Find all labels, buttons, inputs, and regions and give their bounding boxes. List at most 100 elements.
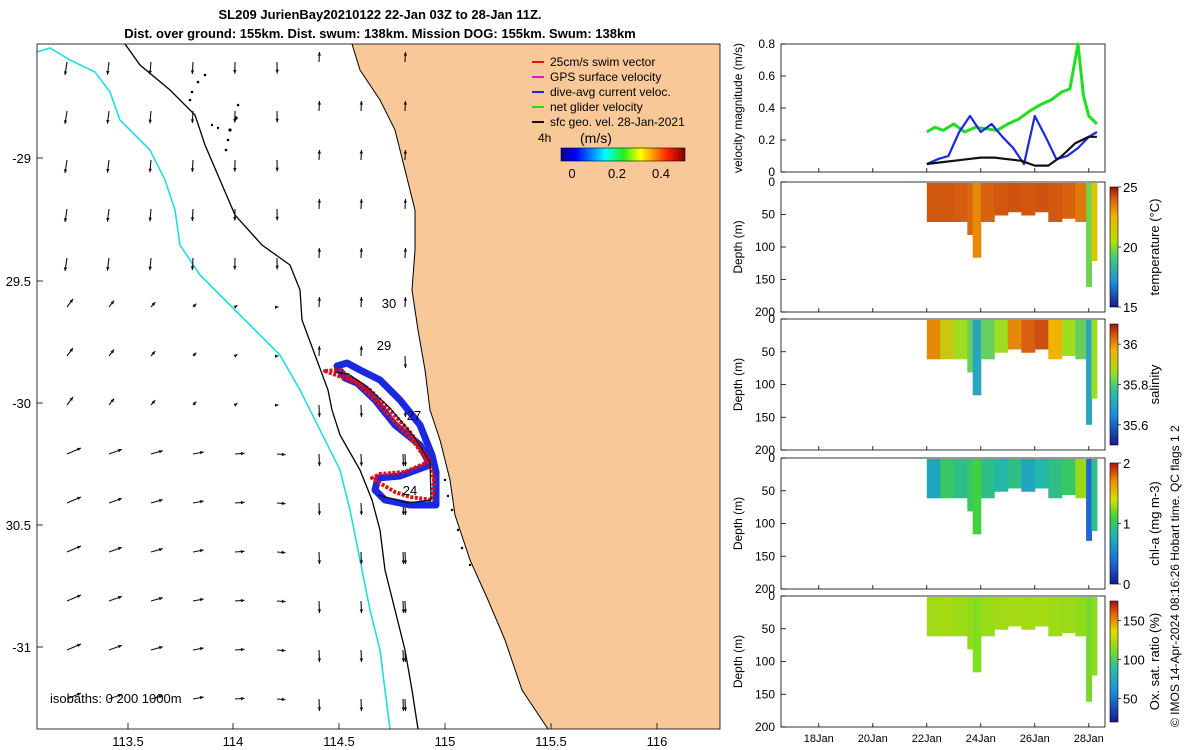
chart-title-line2: Dist. over ground: 155km. Dist. swum: 13…	[124, 26, 636, 41]
profile-cell	[1007, 459, 1022, 489]
current-arrow-head	[69, 348, 73, 352]
current-arrow-head	[359, 199, 364, 203]
depth-tick-label: 100	[755, 517, 775, 531]
profile-cell	[1021, 597, 1036, 630]
current-arrow-head	[199, 695, 204, 700]
profile-cell	[994, 597, 1009, 630]
current-arrow-head	[317, 609, 322, 613]
isobath-label: isobaths: 0 200 1000m	[50, 691, 182, 706]
current-arrow-head	[199, 597, 204, 602]
current-arrow-head	[403, 707, 408, 711]
velocity-series-line	[926, 114, 1098, 166]
current-arrow-head	[233, 354, 238, 358]
profile-cell	[1021, 459, 1036, 492]
depth-tick-label: 150	[755, 687, 775, 701]
lon-tick-label: 115.5	[535, 734, 567, 749]
isobath-200m	[124, 44, 419, 729]
current-arrow-head	[69, 397, 73, 401]
current-arrow-head	[158, 547, 163, 552]
profile-panel: 0 50 100 150 200 Depth (m) 36 35.8 35.6 salinity	[731, 312, 1162, 457]
current-arrow-head	[190, 217, 195, 221]
depth-tick-label: 0	[768, 312, 775, 326]
current-arrow-head	[403, 297, 408, 301]
colorbar-label: chl-a (mg m-3)	[1147, 481, 1162, 566]
speed-colorbar-tick: 0.2	[608, 166, 626, 181]
profile-cell	[980, 459, 995, 499]
depth-tick-label: 150	[755, 273, 775, 287]
colorbar-tick-label: 36	[1123, 337, 1137, 352]
current-arrow-head	[317, 297, 322, 301]
current-arrow-head	[106, 266, 110, 271]
legend-entry-label: 25cm/s swim vector	[550, 55, 655, 69]
time-tick-label: 24Jan	[966, 733, 996, 745]
current-arrow-head	[281, 501, 286, 506]
current-arrow-head	[317, 248, 322, 252]
current-arrow-head	[117, 497, 122, 502]
legend-entry-label: sfc geo. vel. 28-Jan-2021	[550, 115, 685, 129]
lat-tick-label: -29	[12, 151, 31, 166]
profile-cell	[994, 459, 1009, 492]
profile-cell	[953, 320, 968, 360]
current-arrow-head	[190, 70, 195, 74]
current-arrow-head	[403, 413, 408, 417]
velocity-y-tick-label: 0.8	[758, 37, 775, 51]
current-arrow-head	[192, 352, 197, 357]
current-arrow-head	[281, 599, 286, 604]
depth-tick-label: 50	[762, 484, 776, 498]
isobath-1000m	[37, 47, 391, 729]
profile-cell	[953, 183, 968, 222]
current-arrow-head	[275, 216, 279, 221]
profile-cell	[967, 459, 974, 512]
current-arrow-head	[274, 305, 279, 310]
profile-cell	[980, 597, 995, 637]
profile-cell	[1061, 459, 1076, 496]
depth-tick-label: 200	[755, 443, 775, 457]
current-arrow-head	[275, 69, 279, 74]
colorbar-tick-label: 35.6	[1123, 418, 1148, 433]
colorbar-tick-label: 100	[1123, 653, 1145, 668]
time-tick-label: 22Jan	[912, 733, 942, 745]
depth-tick-label: 200	[755, 720, 775, 734]
depth-axis-label: Depth (m)	[731, 220, 745, 273]
current-arrow-head	[240, 598, 245, 603]
colorbar-tick-label: 50	[1123, 692, 1137, 707]
colorbar-label: Ox. sat. ratio (%)	[1147, 613, 1162, 711]
current-arrow-head	[317, 658, 322, 662]
current-arrow-head	[275, 265, 279, 270]
current-arrow-head	[240, 500, 245, 505]
profile-cell	[940, 320, 955, 360]
depth-tick-label: 0	[768, 451, 775, 465]
profile-cell	[1086, 597, 1092, 702]
velocity-y-tick-label: 0.6	[758, 69, 775, 83]
profile-panel: 0 50 100 150 200 Depth (m) 150 100 50 Ox. sat. ra…	[731, 589, 1162, 734]
isobath-0m	[351, 44, 549, 729]
surface-current-arrows	[63, 51, 408, 712]
lon-tick-label: 114	[223, 734, 244, 749]
current-arrow-head	[110, 398, 115, 403]
colorbar-tick-label: 0	[1123, 577, 1130, 592]
current-arrow-head	[317, 199, 322, 203]
profile-cell	[1048, 183, 1063, 222]
current-arrow-head	[148, 168, 152, 173]
profile-cell	[980, 183, 995, 222]
colorbar-tick-label: 150	[1123, 614, 1145, 629]
current-arrow-head	[359, 101, 364, 105]
profile-cell	[1061, 597, 1076, 634]
profile-cell	[1034, 183, 1049, 213]
lat-tick-label: -30	[12, 396, 31, 411]
profile-cell	[972, 597, 982, 673]
current-arrow-head	[359, 150, 364, 154]
track-day-label: 29	[377, 338, 391, 353]
time-axis: 18Jan 20Jan 22Jan 24Jan 26Jan 28Jan	[804, 168, 1104, 745]
lon-tick-label: 115	[435, 734, 456, 749]
current-arrow-head	[148, 119, 152, 124]
profile-cell	[972, 320, 982, 396]
current-arrow-head	[233, 266, 237, 270]
current-arrow-head	[110, 300, 115, 305]
depth-tick-label: 50	[762, 208, 776, 222]
depth-tick-label: 200	[755, 305, 775, 319]
track-day-label: 24	[403, 483, 417, 498]
current-arrow-head	[192, 401, 197, 406]
lon-tick-label: 116	[647, 734, 668, 749]
current-arrow-head	[317, 560, 322, 564]
